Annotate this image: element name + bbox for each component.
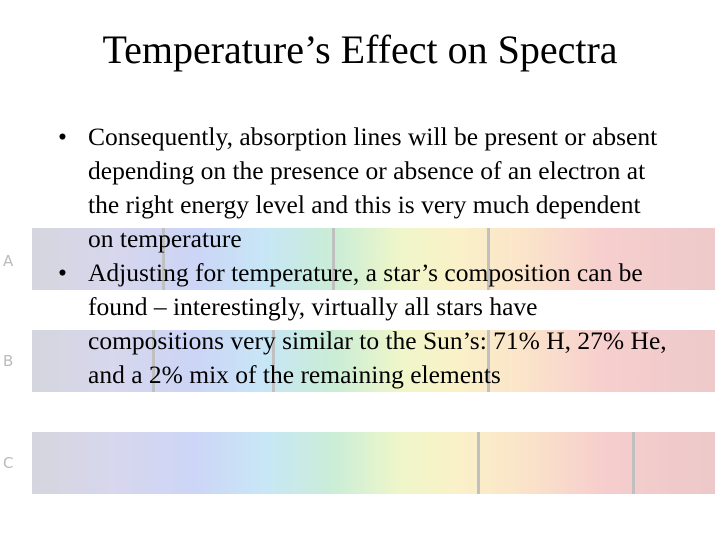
spectrum-label: A bbox=[3, 252, 14, 270]
slide-title: Temperature’s Effect on Spectra bbox=[102, 27, 618, 72]
bullet: Consequently, absorption lines will be p… bbox=[52, 120, 670, 256]
spectrum-band bbox=[32, 432, 715, 494]
bullet-list: Consequently, absorption lines will be p… bbox=[52, 120, 670, 392]
spectrum-label: C bbox=[3, 454, 14, 472]
spectrum-label: B bbox=[3, 352, 14, 370]
bullet: Adjusting for temperature, a star’s comp… bbox=[52, 256, 670, 392]
